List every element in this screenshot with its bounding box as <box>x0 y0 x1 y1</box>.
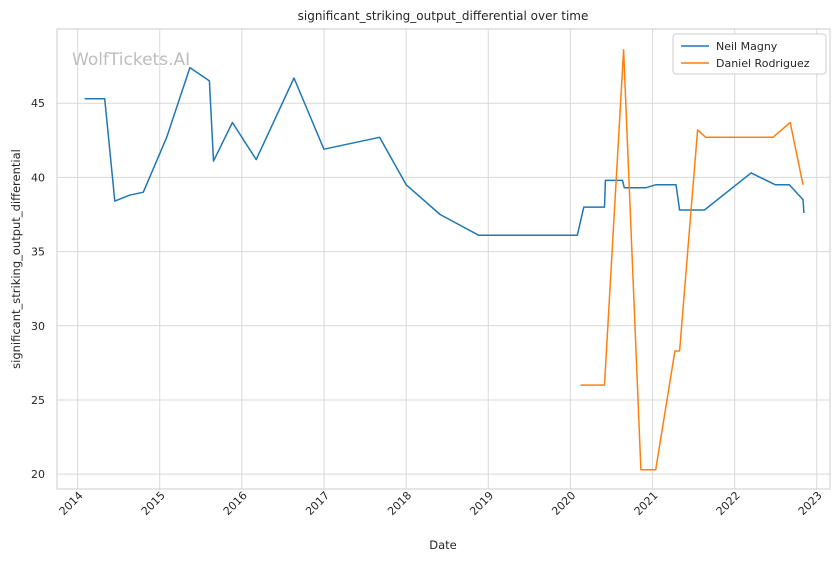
y-axis-label: significant_striking_output_differential <box>9 149 23 369</box>
x-axis-label: Date <box>429 538 457 552</box>
series-lines <box>84 49 805 471</box>
series-line-daniel-rodriguez <box>580 49 804 471</box>
y-tick-label: 35 <box>31 246 45 259</box>
y-tick-label: 30 <box>31 320 45 333</box>
y-tick-label: 20 <box>31 468 45 481</box>
chart-title: significant_striking_output_differential… <box>298 9 589 23</box>
series-line-neil-magny <box>84 66 805 237</box>
legend-label-neil-magny: Neil Magny <box>716 40 778 53</box>
legend: Neil Magny Daniel Rodriguez <box>672 33 827 75</box>
grid-lines <box>57 29 830 489</box>
y-tick-label: 40 <box>31 171 45 184</box>
watermark-text: WolfTickets.AI <box>72 50 190 70</box>
y-tick-label: 45 <box>31 97 45 110</box>
legend-label-daniel-rodriguez: Daniel Rodriguez <box>716 57 810 70</box>
tick-labels: 2014 2015 2016 2017 2018 2019 2020 2021 2022 2023… <box>31 97 825 518</box>
plot-frame <box>56 28 831 490</box>
legend-box <box>672 33 827 75</box>
y-tick-label: 25 <box>31 394 45 407</box>
